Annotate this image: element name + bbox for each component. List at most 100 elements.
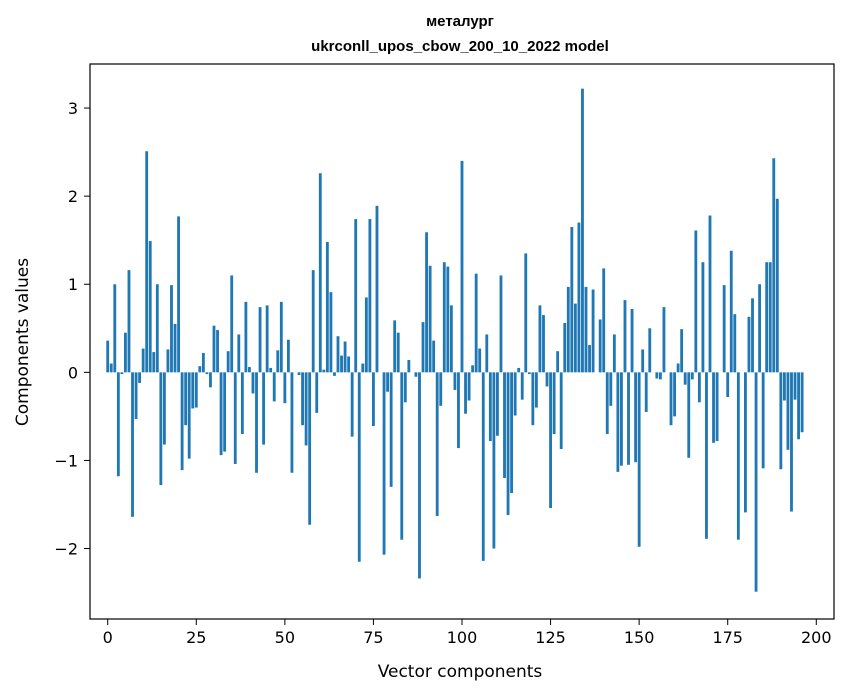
bar-147 — [627, 372, 630, 465]
bar-71 — [357, 372, 361, 562]
bar-22 — [184, 372, 188, 426]
bar-121 — [534, 372, 538, 408]
bar-29 — [209, 372, 212, 388]
bar-81 — [393, 320, 397, 373]
bar-89 — [421, 322, 425, 373]
bar-170 — [708, 215, 712, 373]
bar-182 — [751, 298, 754, 373]
bar-91 — [428, 265, 432, 373]
bar-80 — [389, 372, 393, 487]
bar-73 — [364, 297, 368, 373]
bar-20 — [177, 216, 180, 373]
bar-50 — [283, 372, 287, 404]
bar-189 — [775, 198, 779, 373]
bar-28 — [205, 372, 209, 375]
bar-134 — [581, 88, 584, 373]
bar-127 — [556, 351, 560, 373]
x-axis-label: Vector components — [378, 662, 543, 682]
y-axis-ticks: −2 −1 0 1 2 3 — [54, 99, 90, 559]
bar-12 — [148, 241, 152, 373]
bar-113 — [506, 372, 510, 516]
bar-135 — [584, 286, 588, 373]
bar-93 — [435, 372, 439, 516]
bar-159 — [669, 372, 673, 426]
bar-114 — [510, 372, 514, 494]
bar-90 — [425, 232, 428, 373]
bar-2 — [113, 284, 117, 373]
bar-67 — [343, 341, 347, 373]
bar-66 — [340, 355, 343, 373]
bar-140 — [602, 268, 606, 373]
bar-191 — [782, 372, 786, 401]
bar-78 — [382, 372, 386, 555]
bar-105 — [478, 348, 482, 373]
x-tick-label: 50 — [275, 628, 295, 647]
bar-32 — [219, 372, 223, 456]
bar-125 — [549, 372, 552, 508]
bar-110 — [496, 372, 499, 436]
bar-84 — [403, 372, 407, 403]
bar-129 — [563, 323, 567, 373]
bar-58 — [311, 270, 315, 373]
bar-59 — [315, 372, 319, 413]
bar-190 — [779, 372, 783, 470]
bar-13 — [152, 352, 156, 373]
bar-75 — [372, 372, 375, 427]
bar-10 — [141, 348, 145, 373]
bar-153 — [648, 328, 652, 373]
bar-8 — [134, 372, 138, 420]
bar-3 — [116, 372, 120, 477]
bar-25 — [194, 372, 198, 408]
bar-62 — [325, 241, 329, 373]
bar-167 — [697, 372, 701, 403]
bar-76 — [375, 205, 379, 373]
bar-166 — [694, 230, 698, 373]
bar-88 — [418, 372, 421, 579]
bars-group — [106, 88, 804, 592]
bar-70 — [354, 219, 358, 373]
bar-52 — [290, 372, 294, 473]
bar-103 — [471, 365, 475, 373]
bar-57 — [308, 372, 312, 525]
bar-69 — [350, 372, 354, 437]
bar-192 — [786, 372, 790, 450]
bar-60 — [318, 173, 322, 373]
bar-1 — [109, 363, 113, 373]
bar-46 — [269, 367, 273, 373]
y-tick-label: −1 — [54, 451, 78, 470]
bar-49 — [279, 301, 283, 373]
bar-9 — [138, 372, 142, 383]
bar-162 — [680, 329, 684, 373]
bar-165 — [690, 372, 694, 380]
bar-107 — [485, 334, 489, 373]
bar-184 — [758, 284, 762, 373]
bar-39 — [244, 301, 248, 373]
bar-106 — [481, 372, 485, 561]
plot-frame — [89, 63, 835, 620]
bar-102 — [467, 372, 471, 401]
bar-196 — [800, 372, 804, 433]
bar-55 — [301, 372, 304, 426]
bar-95 — [442, 262, 446, 373]
bar-177 — [733, 314, 737, 373]
y-tick-label: 0 — [68, 363, 78, 382]
bar-109 — [492, 372, 496, 549]
bar-115 — [513, 372, 517, 416]
x-tick-label: 100 — [447, 628, 478, 647]
y-axis-label: Components values — [13, 258, 33, 426]
bar-26 — [198, 366, 202, 373]
bar-194 — [793, 372, 797, 400]
x-tick-label: 75 — [363, 628, 383, 647]
bar-131 — [570, 226, 574, 373]
bar-35 — [230, 275, 234, 373]
bar-174 — [722, 285, 726, 373]
bar-6 — [127, 270, 131, 373]
x-tick-label: 150 — [624, 628, 655, 647]
bar-118 — [524, 253, 528, 373]
bar-155 — [655, 372, 659, 379]
bar-34 — [226, 351, 230, 373]
bar-96 — [446, 266, 450, 373]
bar-15 — [159, 372, 163, 486]
bar-176 — [729, 250, 733, 373]
